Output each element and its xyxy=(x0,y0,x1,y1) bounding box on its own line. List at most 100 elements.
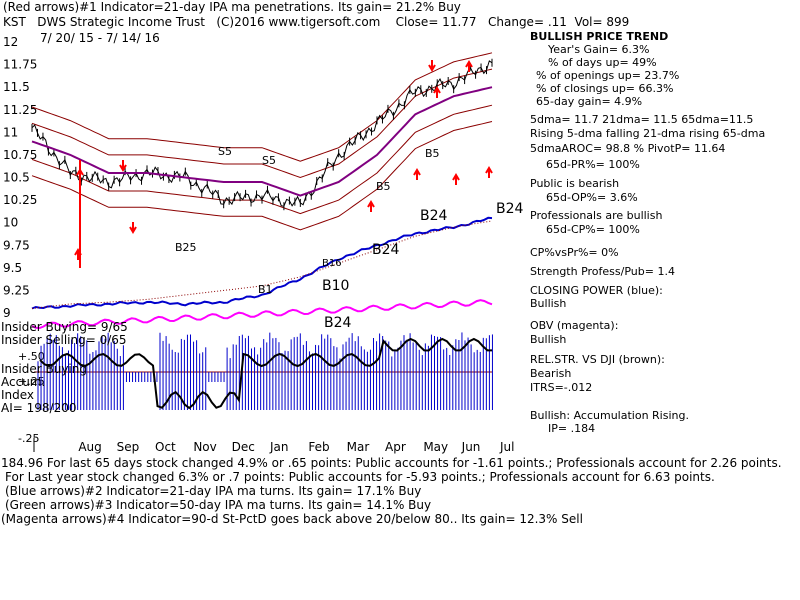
index-label: Index xyxy=(1,388,35,402)
dma-values: 5dma= 11.7 21dma= 11.5 65dma=11.5 xyxy=(530,113,754,126)
signal-label: B25 xyxy=(175,241,197,254)
obv-state: Bullish xyxy=(530,333,567,346)
header-line-red-arrows: (Red arrows)#1 Indicator=21-day IPA ma p… xyxy=(3,0,461,14)
month-tick-label: Apr xyxy=(385,440,406,454)
outer-band-line xyxy=(31,121,493,231)
signal-label: B24 xyxy=(324,315,352,331)
insider-buying: Insider Buying= 9/65 xyxy=(1,320,128,334)
strength: Strength Profess/Pub= 1.4 xyxy=(530,265,675,278)
ai-label: AI= 198/200 xyxy=(1,401,77,415)
y-tick-label: 9.25 xyxy=(3,283,30,297)
footer-line-magenta: (Magenta arrows)#4 Indicator=90-d St-Pct… xyxy=(1,512,583,526)
signal-label: S5 xyxy=(218,145,232,158)
ip-value: IP= .184 xyxy=(548,422,596,435)
footer-line-blue: (Blue arrows)#2 Indicator=21-day IPA ma … xyxy=(5,484,422,498)
signal-label: B24 xyxy=(496,201,524,217)
month-tick-label: Sep xyxy=(117,440,140,454)
relstr-line xyxy=(31,220,493,309)
relstr-label: REL.STR. VS DJI (brown): xyxy=(530,353,665,366)
ip-line xyxy=(39,337,492,410)
red-arrow-head xyxy=(428,64,436,72)
professionals-state: Professionals are bullish xyxy=(530,209,663,222)
closing-power-label: CLOSING POWER (blue): xyxy=(530,284,663,297)
y-tick-label: 10.75 xyxy=(3,148,37,162)
signal-annotations: S5 S5 B25 B1 B10 B5 B5 B24 B24 B24 B24 B16 xyxy=(74,60,524,331)
itrs: ITRS=-.012 xyxy=(530,381,593,394)
change-value: Change= .11 xyxy=(488,15,567,29)
ticker-symbol: KST xyxy=(3,15,26,29)
cp-value: 65d-CP%= 100% xyxy=(546,223,640,236)
signal-label: S5 xyxy=(262,154,276,167)
outer-band-line xyxy=(31,52,493,162)
days-up: % of days up= 49% xyxy=(548,56,657,69)
month-tick-label: Jan xyxy=(269,440,289,454)
closings-up: % of closings up= 66.3% xyxy=(536,82,674,95)
red-arrow-head xyxy=(129,226,137,234)
volume-value: Vol= 899 xyxy=(574,15,630,29)
ma65-line xyxy=(31,86,493,197)
signal-label: B1 xyxy=(258,283,273,296)
y-tick-label: 10.25 xyxy=(3,193,37,207)
footer-line-year: For Last year stock changed 6.3% or .7 p… xyxy=(5,470,715,484)
red-arrow-head xyxy=(452,173,460,181)
rising-dma: Rising 5-dma falling 21-dma rising 65-dm… xyxy=(530,127,766,140)
footer-prefix: 184.96 xyxy=(1,456,43,470)
month-tick-label: Nov xyxy=(193,440,216,454)
y-tick-label: 11.75 xyxy=(3,58,37,72)
month-tick-label: Aug xyxy=(78,440,101,454)
closing-power-state: Bullish xyxy=(530,297,567,310)
insider-selling: Insider Selling= 0/65 xyxy=(1,333,127,347)
footer-65day-text: For last 65 days stock changed 4.9% or .… xyxy=(46,456,782,470)
trend-label: BULLISH PRICE TREND xyxy=(530,30,669,43)
month-tick-label: Dec xyxy=(232,440,255,454)
close-value: Close= 11.77 xyxy=(395,15,477,29)
pr-value: 65d-PR%= 100% xyxy=(546,158,640,171)
accumulation-panel: +.50+.25-.25 xyxy=(18,299,493,445)
y-tick-label: 9 xyxy=(3,306,11,320)
cpvspr: CP%vsPr%= 0% xyxy=(530,246,619,259)
accum-label: Accum. xyxy=(1,375,46,389)
red-arrow-head xyxy=(367,200,375,208)
y-tick-label: 12 xyxy=(3,35,18,49)
y-tick-label: 10 xyxy=(3,216,18,230)
accum-state: Bullish: Accumulation Rising. xyxy=(530,409,689,422)
header-line-ticker: KST DWS Strategic Income Trust (C)2016 w… xyxy=(3,16,629,29)
red-arrow-head xyxy=(465,60,473,68)
copyright: (C)2016 www.tigersoft.com xyxy=(216,15,381,29)
closing-power-line xyxy=(31,216,493,310)
signal-label: B24 xyxy=(420,208,448,224)
insider-label: Insider Buying xyxy=(1,362,87,376)
signal-label: B5 xyxy=(425,147,440,160)
public-state: Public is bearish xyxy=(530,177,620,190)
y-tick-label: 10.5 xyxy=(3,171,30,185)
month-tick-label: Mar xyxy=(347,440,370,454)
signal-label: B10 xyxy=(322,278,349,294)
month-tick-label: Jun xyxy=(461,440,481,454)
signal-label: B5 xyxy=(376,180,391,193)
y-tick-label: 11.5 xyxy=(3,80,30,94)
price-line xyxy=(31,60,493,207)
op-value: 65d-OP%= 3.6% xyxy=(546,191,638,204)
indicator-tick-label: -.25 xyxy=(18,432,39,445)
footer-line-green: (Green arrows)#3 Indicator=50-day IPA ma… xyxy=(5,498,432,512)
price-axis: 12 11.75 11.5 11.25 11 10.75 10.5 10.25 10 9.75 9.… xyxy=(3,35,37,320)
price-series xyxy=(31,58,493,310)
openings-up: % of openings up= 23.7% xyxy=(536,69,680,82)
signal-label: B24 xyxy=(372,242,400,258)
y-tick-label: 11 xyxy=(3,125,18,139)
red-arrow-head xyxy=(485,166,493,174)
date-range: 7/ 20/ 15 - 7/ 14/ 16 xyxy=(40,31,160,45)
y-tick-label: 11.25 xyxy=(3,103,37,117)
indicator-tick-label: +.50 xyxy=(18,350,45,363)
red-arrow-head xyxy=(413,168,421,176)
years-gain: Year's Gain= 6.3% xyxy=(548,43,650,56)
red-arrow-head xyxy=(433,86,441,94)
gain-65: 65-day gain= 4.9% xyxy=(536,95,643,108)
y-tick-label: 9.5 xyxy=(3,261,22,275)
red-arrow-head xyxy=(119,164,127,172)
signal-label: B16 xyxy=(322,258,342,269)
month-tick-label: May xyxy=(423,440,448,454)
obv-line xyxy=(31,299,493,330)
month-axis: Aug Sep Oct Nov Dec Jan Feb Mar Apr May Jun Jul xyxy=(33,438,514,454)
